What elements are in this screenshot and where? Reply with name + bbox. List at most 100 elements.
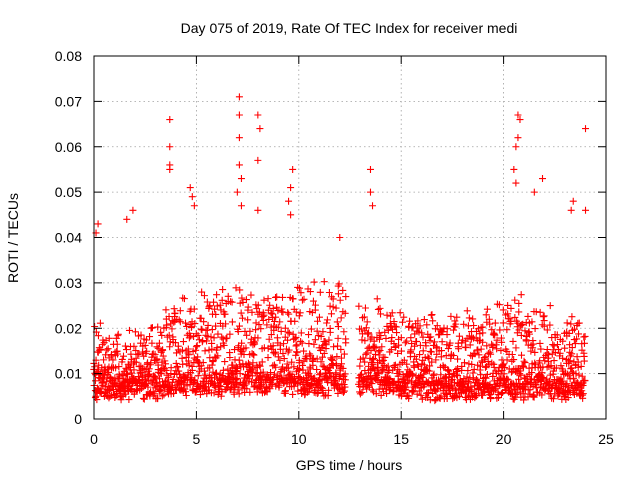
data-point <box>154 323 162 331</box>
data-point <box>427 348 435 356</box>
data-point <box>246 327 254 335</box>
data-point <box>526 330 534 338</box>
data-point <box>291 317 299 325</box>
y-tick-label: 0.01 <box>55 366 82 382</box>
data-point <box>93 396 101 404</box>
data-point <box>244 316 252 324</box>
data-point <box>146 333 154 341</box>
data-point-peak <box>166 143 174 151</box>
data-point <box>476 330 484 338</box>
data-point <box>285 346 293 354</box>
data-point <box>158 392 166 400</box>
data-point <box>451 317 459 325</box>
data-point-peak <box>235 93 243 101</box>
data-point <box>468 386 476 394</box>
data-point <box>105 334 113 342</box>
data-point <box>257 325 265 333</box>
data-point <box>395 378 403 386</box>
data-point <box>118 393 126 401</box>
data-point <box>357 325 365 333</box>
data-point <box>159 352 167 360</box>
data-point <box>214 352 222 360</box>
x-axis-label: GPS time / hours <box>296 457 403 473</box>
data-point <box>356 390 364 398</box>
data-point <box>469 315 477 323</box>
data-point <box>330 343 338 351</box>
data-point <box>267 331 275 339</box>
data-point <box>138 348 146 356</box>
y-tick-label: 0.04 <box>55 230 82 246</box>
data-point <box>332 370 340 378</box>
data-point <box>373 295 381 303</box>
data-point <box>370 337 378 345</box>
data-point <box>553 331 561 339</box>
data-point <box>266 301 274 309</box>
data-point <box>137 331 145 339</box>
data-point <box>99 379 107 387</box>
data-point <box>118 355 126 363</box>
data-point <box>151 390 159 398</box>
data-point <box>212 310 220 318</box>
data-point <box>293 348 301 356</box>
data-point <box>424 366 432 374</box>
data-point <box>318 384 326 392</box>
data-point <box>320 278 328 286</box>
data-point-peak <box>582 206 590 214</box>
data-point <box>341 383 349 391</box>
data-point <box>524 312 532 320</box>
data-point <box>479 338 487 346</box>
data-point <box>463 307 471 315</box>
data-point <box>131 328 139 336</box>
data-point <box>414 317 422 325</box>
data-point <box>359 354 367 362</box>
data-point <box>537 345 545 353</box>
data-point <box>109 356 117 364</box>
data-point <box>329 295 337 303</box>
data-point <box>220 341 228 349</box>
data-point <box>377 332 385 340</box>
data-point <box>272 313 280 321</box>
data-point <box>102 351 110 359</box>
data-point <box>387 384 395 392</box>
data-point-peak <box>514 111 522 119</box>
data-point <box>520 357 528 365</box>
data-point <box>247 291 255 299</box>
data-point <box>158 331 166 339</box>
data-point <box>379 365 387 373</box>
data-point <box>271 350 279 358</box>
data-point <box>568 368 576 376</box>
data-point <box>313 366 321 374</box>
data-point <box>465 391 473 399</box>
x-tick-label: 0 <box>90 431 98 447</box>
data-point <box>254 334 262 342</box>
data-point <box>283 360 291 368</box>
data-point <box>298 389 306 397</box>
data-point <box>201 347 209 355</box>
data-point <box>557 362 565 370</box>
data-point <box>112 379 120 387</box>
data-point <box>499 306 507 314</box>
data-point <box>536 308 544 316</box>
data-point <box>579 390 587 398</box>
data-point <box>383 390 391 398</box>
data-point <box>337 345 345 353</box>
data-point <box>171 309 179 317</box>
data-point <box>318 344 326 352</box>
data-point <box>581 332 589 340</box>
data-point <box>429 317 437 325</box>
data-point <box>221 310 229 318</box>
data-point <box>91 377 99 385</box>
data-point <box>377 391 385 399</box>
data-point <box>307 325 315 333</box>
data-point <box>321 338 329 346</box>
data-point <box>449 352 457 360</box>
data-point <box>444 345 452 353</box>
data-point <box>416 351 424 359</box>
data-point <box>558 377 566 385</box>
data-point <box>290 382 298 390</box>
data-point <box>333 353 341 361</box>
data-point <box>323 316 331 324</box>
data-point <box>194 331 202 339</box>
data-point <box>530 393 538 401</box>
data-point <box>305 331 313 339</box>
